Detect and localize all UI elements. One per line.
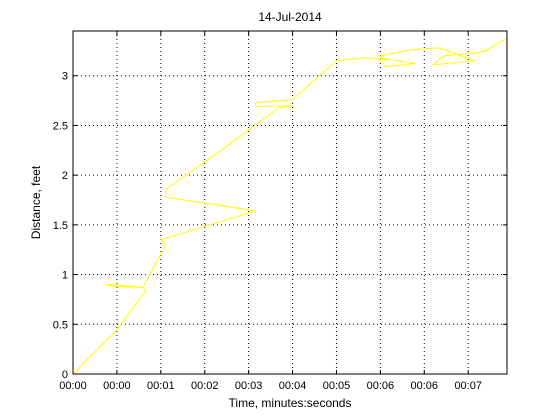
y-tick-label: 0.5	[53, 319, 68, 331]
y-tick-label: 0	[62, 369, 68, 381]
y-tick-label: 2.5	[53, 120, 68, 132]
x-tick-label: 00:06	[411, 380, 439, 392]
chart-title: 14-Jul-2014	[258, 10, 322, 24]
x-tick-label: 00:01	[147, 380, 175, 392]
x-tick-label: 00:06	[367, 380, 395, 392]
y-axis-label: Distance, feet	[29, 165, 43, 239]
plot-area	[73, 31, 507, 374]
y-tick-label: 1	[62, 270, 68, 282]
x-tick-label: 00:00	[103, 380, 131, 392]
x-tick-label: 00:03	[235, 380, 263, 392]
y-tick-label: 1.5	[53, 220, 68, 232]
grid	[73, 31, 507, 374]
plot-frame	[72, 30, 508, 375]
x-tick-label: 00:07	[454, 380, 482, 392]
y-tick-label: 3	[62, 71, 68, 83]
ticks: 00:00 00:00 00:01 00:02 00:03 00:04 00:05 00:06…	[53, 31, 507, 392]
y-tick-label: 2	[62, 170, 68, 182]
x-tick-label: 00:02	[191, 380, 219, 392]
x-tick-label: 00:04	[279, 380, 307, 392]
x-axis-label: Time, minutes:seconds	[229, 396, 352, 410]
series-line	[72, 37, 508, 375]
x-tick-label: 00:05	[323, 380, 351, 392]
series-layer	[72, 37, 508, 375]
x-tick-label: 00:00	[59, 380, 87, 392]
